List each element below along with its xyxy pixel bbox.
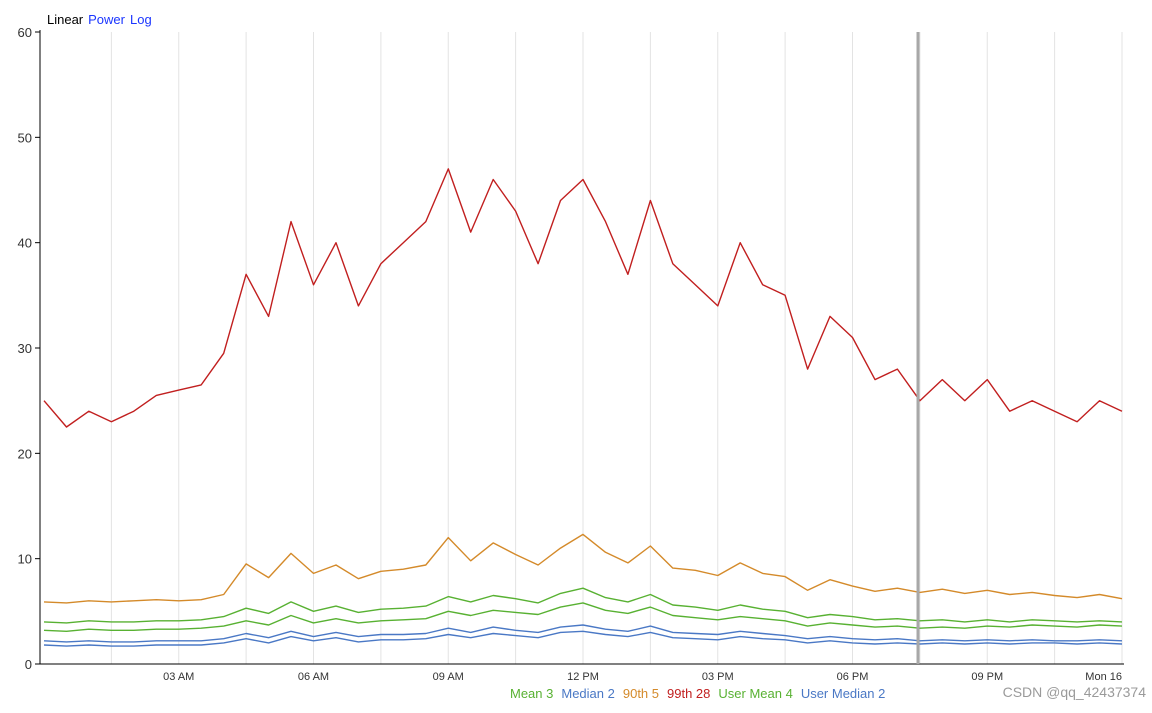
legend-item[interactable]: User Mean 4 [718, 686, 793, 701]
axis: 0 10 20 30 40 50 60 03 AM 06 AM 09 AM 12 PM 03 PM 06… [18, 25, 1124, 683]
y-tick-label: 50 [18, 130, 32, 145]
series-line-1 [43, 630, 1123, 647]
series-line-0 [43, 602, 1123, 632]
x-tick-label: 06 AM [298, 671, 329, 683]
x-tick-label: 03 AM [163, 671, 194, 683]
x-tick-label: 03 PM [702, 671, 734, 683]
y-tick-label: 0 [25, 657, 32, 672]
y-tick-label: 20 [18, 446, 32, 461]
y-tick-label: 30 [18, 341, 32, 356]
x-tick-label: 06 PM [837, 671, 869, 683]
legend-item[interactable]: 90th 5 [622, 686, 660, 701]
scale-option-log[interactable]: Log [130, 12, 152, 27]
watermark: CSDN @qq_42437374 [1002, 684, 1146, 700]
y-tick-label: 10 [18, 552, 32, 567]
series-layer [43, 168, 1123, 647]
grid [110, 32, 1123, 664]
series-line-4 [43, 587, 1123, 624]
scale-switch: Linear Power Log [47, 12, 157, 27]
y-tick-label: 60 [18, 25, 32, 40]
series-line-5 [43, 624, 1123, 643]
x-tick-label: 09 AM [433, 671, 464, 683]
legend-item[interactable]: User Median 2 [800, 686, 886, 701]
x-tick-label: 12 PM [567, 671, 599, 683]
series-line-2 [43, 533, 1123, 604]
legend-item[interactable]: Mean 3 [510, 686, 554, 701]
scale-option-linear[interactable]: Linear [47, 12, 84, 27]
scale-option-power[interactable]: Power [88, 12, 125, 27]
legend: Mean 3 Median 2 90th 5 99th 28 User Mean 4 Us… [510, 686, 893, 701]
x-tick-label: 09 PM [971, 671, 1003, 683]
x-tick-label: Mon 16 [1085, 671, 1122, 683]
series-line-3 [43, 168, 1123, 428]
legend-item[interactable]: 99th 28 [667, 686, 711, 701]
y-tick-label: 40 [18, 236, 32, 251]
legend-item[interactable]: Median 2 [561, 686, 615, 701]
